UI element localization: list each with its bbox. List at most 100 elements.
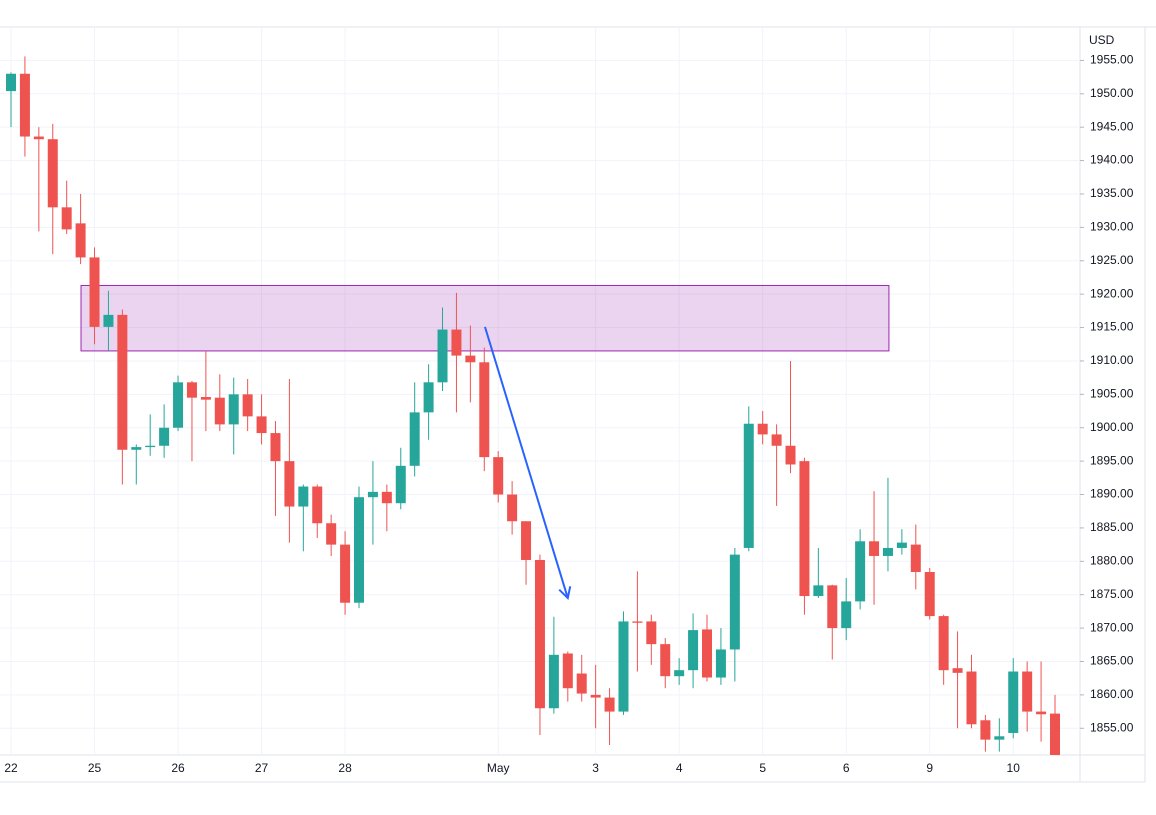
x-tick-label: 26: [171, 761, 185, 775]
candle-body: [924, 571, 935, 617]
axes: 1855.00 1860.00 1865.00 1870.00 1875.00 1880.…: [4, 53, 1133, 776]
candle-body: [688, 630, 699, 671]
candle-body: [367, 491, 378, 498]
candle-body: [381, 491, 392, 504]
x-tick-label: 4: [676, 761, 683, 775]
candle-body: [131, 447, 142, 450]
candle-body: [89, 257, 100, 327]
candle-body: [159, 427, 170, 446]
candle-body: [813, 585, 824, 597]
candle-body: [910, 544, 921, 572]
y-tick-label: 1880.00: [1090, 553, 1134, 567]
candle-body: [312, 486, 323, 524]
candle-body: [493, 457, 504, 495]
y-tick-label: 1920.00: [1090, 286, 1134, 300]
candle-body: [938, 616, 949, 671]
candle-body: [200, 397, 211, 400]
y-tick-label: 1905.00: [1090, 387, 1134, 401]
arrow-head: [558, 586, 572, 601]
candle-body: [1008, 671, 1019, 733]
candle-body: [1022, 671, 1033, 712]
candle-body: [882, 547, 893, 556]
candle-body: [994, 736, 1005, 740]
candle-body: [548, 654, 559, 709]
candle-body: [980, 720, 991, 740]
y-tick-label: 1900.00: [1090, 420, 1134, 434]
candle-body: [1036, 711, 1047, 715]
candle-body: [75, 223, 86, 258]
candle-body: [743, 423, 754, 548]
x-tick-label: 5: [759, 761, 766, 775]
annotations: [484, 326, 572, 601]
candle-body: [256, 416, 267, 434]
candle-body: [896, 542, 907, 548]
x-tick-label: 9: [926, 761, 933, 775]
candle-body: [771, 434, 782, 446]
candle-body: [103, 314, 114, 327]
candle-body: [702, 629, 712, 678]
candle-body: [6, 73, 16, 92]
y-tick-label: 1915.00: [1090, 320, 1134, 334]
candle-body: [465, 355, 476, 363]
x-tick-label: 25: [88, 761, 102, 775]
y-tick-label: 1930.00: [1090, 220, 1134, 234]
x-tick-label: 3: [592, 761, 599, 775]
candle-body: [284, 461, 295, 507]
candle-body: [423, 382, 434, 413]
candle-body: [395, 465, 406, 504]
candle-body: [576, 673, 587, 694]
y-tick-label: 1875.00: [1090, 587, 1134, 601]
candle-body: [173, 382, 184, 428]
y-tick-label: 1890.00: [1090, 487, 1134, 501]
y-tick-label: 1885.00: [1090, 520, 1134, 534]
trend-arrow: [484, 326, 569, 599]
candles: [6, 56, 1060, 755]
candle-body: [19, 73, 30, 137]
candle-body: [660, 644, 671, 677]
y-tick-label: 1855.00: [1090, 720, 1134, 734]
candle-body: [604, 697, 615, 712]
candle-body: [242, 394, 253, 417]
x-tick-label: May: [487, 761, 510, 775]
candle-body: [145, 445, 156, 448]
candle-body: [632, 621, 643, 623]
candle-body: [534, 559, 545, 709]
candle-body: [507, 494, 518, 522]
y-tick-label: 1940.00: [1090, 153, 1134, 167]
candle-body: [618, 621, 629, 712]
x-tick-label: 6: [843, 761, 850, 775]
candle-body: [47, 139, 58, 208]
candle-body: [33, 136, 44, 140]
candle-body: [841, 601, 852, 629]
candle-body: [674, 670, 685, 677]
y-tick-label: 1935.00: [1090, 186, 1134, 200]
candle-body: [757, 423, 768, 435]
y-tick-label: 1870.00: [1090, 620, 1134, 634]
grid: [0, 27, 1080, 755]
candle-body: [952, 668, 963, 673]
candle-body: [869, 541, 880, 556]
candle-body: [451, 329, 462, 356]
candle-body: [298, 486, 309, 507]
candle-body: [354, 497, 364, 603]
y-tick-label: 1860.00: [1090, 687, 1134, 701]
candle-body: [1050, 713, 1060, 755]
x-tick-label: 27: [255, 761, 269, 775]
candle-body: [715, 649, 726, 678]
candle-body: [228, 394, 239, 425]
y-tick-label: 1955.00: [1090, 53, 1134, 67]
y-tick-label: 1925.00: [1090, 253, 1134, 267]
currency-label: USD: [1089, 33, 1115, 47]
zone-layer: [80, 284, 890, 352]
supply-zone: [80, 284, 890, 352]
candle-body: [827, 585, 838, 629]
candle-body: [214, 397, 225, 425]
x-tick-label: 28: [338, 761, 352, 775]
candle-body: [117, 314, 128, 450]
candle-body: [409, 412, 420, 466]
candle-body: [61, 207, 72, 230]
candle-body: [270, 433, 281, 462]
y-tick-label: 1950.00: [1090, 86, 1134, 100]
